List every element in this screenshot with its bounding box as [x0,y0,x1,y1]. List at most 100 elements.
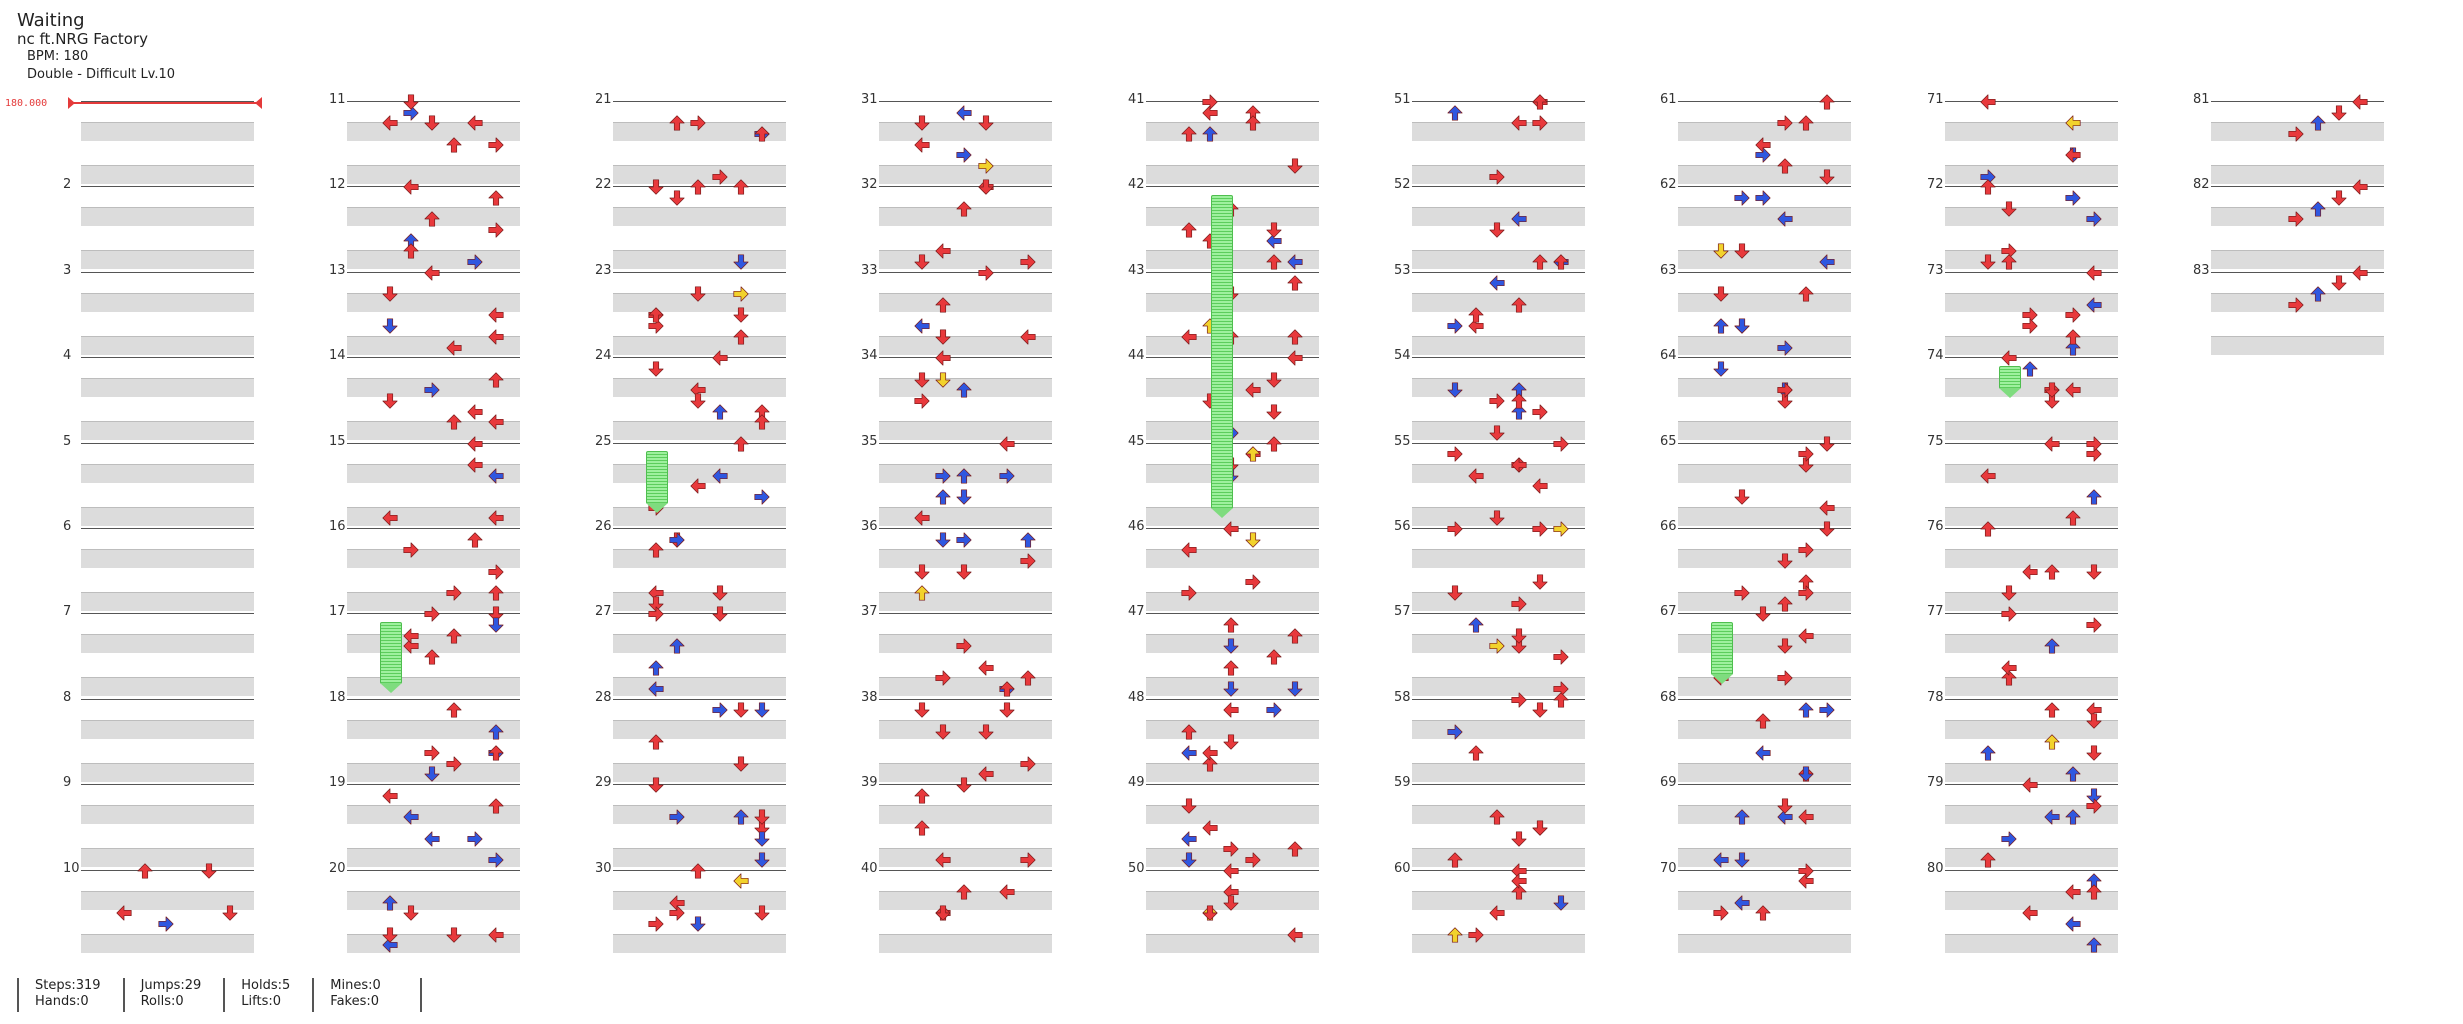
measure-number: 15 [329,433,346,449]
measure-line [1412,442,1585,444]
measure-line [81,869,254,871]
arrow-up-icon [1201,125,1219,143]
arrow-up-icon [647,733,665,751]
measure: 41 [1128,92,1319,186]
arrow-left-icon [2000,659,2018,677]
beat-band [81,335,254,355]
arrow-up-icon [1446,851,1464,869]
arrow-right-icon [955,146,973,164]
beat-band [81,805,254,825]
arrow-down-icon [1180,851,1198,869]
arrow-down-icon [647,595,665,613]
arrow-down-icon [732,253,750,271]
measure: 50 [1128,861,1319,955]
beat-band [1678,890,1851,910]
arrow-up-icon [1488,808,1506,826]
arrow-left-icon [466,435,484,453]
measure-column: 71 72 73 74 75 76 77 78 79 80 [1927,92,2118,955]
arrow-down-icon [423,114,441,132]
arrow-up-icon [1019,669,1037,687]
arrow-right-icon [711,701,729,719]
arrow-left-icon [1180,541,1198,559]
arrow-down-icon [221,904,239,922]
arrow-up-icon [1467,616,1485,634]
arrow-left-icon [2000,349,2018,367]
beat-band [81,548,254,568]
measure-number: 56 [1394,518,1411,534]
measure-number: 67 [1660,604,1677,620]
arrow-up-icon [487,744,505,762]
arrow-up-icon [2043,701,2061,719]
measure-line [1945,357,2118,359]
beat-band [1146,591,1319,611]
measure-line [1412,271,1585,273]
beat-band [1412,933,1585,953]
arrow-down-icon [913,253,931,271]
arrow-right-icon [1446,520,1464,538]
measure: 64 [1660,348,1851,442]
arrow-left-icon [913,136,931,154]
measure: 55 [1394,434,1585,528]
arrow-up-icon [2000,669,2018,687]
measure: 78 [1927,690,2118,784]
beat-band [1678,165,1851,184]
arrow-up-icon [423,648,441,666]
beat-band [613,890,786,910]
arrow-up-icon [732,178,750,196]
beat-band [879,762,1052,782]
arrow-left-icon [1510,210,1528,228]
arrow-down-icon [1265,371,1283,389]
measure-line [81,698,254,700]
arrow-left-icon [402,627,420,645]
jumps-count: Jumps:29 [140,978,202,993]
measure-number: 6 [63,518,72,534]
hands-count: Hands:0 [35,994,89,1009]
measure: 75 [1927,434,2118,528]
arrow-left-icon [2085,264,2103,282]
measure-number: 61 [1660,92,1677,107]
arrow-right-icon [466,253,484,271]
beat-band [81,634,254,654]
measure-line [613,101,786,102]
arrow-right-icon [2085,210,2103,228]
arrow-up-icon [1818,93,1836,111]
arrow-right-icon [487,221,505,239]
measure: 52 [1394,177,1585,271]
beat-band [1945,890,2118,910]
arrow-up-icon [1552,253,1570,271]
arrow-down-icon [1446,584,1464,602]
beat-band [1678,421,1851,441]
arrow-up-icon [445,136,463,154]
measure-line [1412,186,1585,188]
beat-band [1146,762,1319,782]
measure-number: 14 [329,348,346,364]
measure: 28 [595,690,786,784]
arrow-right-icon [1510,595,1528,613]
measure: 69 [1660,775,1851,869]
measure-line [1945,271,2118,273]
arrow-down-icon [934,531,952,549]
measure: 65 [1660,434,1851,528]
arrow-left-icon [1797,627,1815,645]
arrow-up-icon [1286,274,1304,292]
arrow-down-icon [1733,488,1751,506]
arrow-down-icon [1222,680,1240,698]
measure-number: 42 [1128,177,1145,193]
measure: 32 [861,177,1052,271]
arrow-right-icon [1446,445,1464,463]
arrow-up-icon [1467,306,1485,324]
arrow-up-icon [487,189,505,207]
arrow-up-icon [381,894,399,912]
arrow-up-icon [913,787,931,805]
measure: 83 [2193,263,2384,357]
arrow-right-icon [1019,755,1037,773]
beat-band [1678,933,1851,953]
measure-line [1412,527,1585,529]
arrow-down-icon [711,584,729,602]
measure: 63 [1660,263,1851,357]
beat-band [1412,848,1585,868]
measure-number: 53 [1394,262,1411,278]
measure-number: 31 [861,92,878,107]
measure-number: 36 [861,518,878,534]
arrow-up-icon [934,488,952,506]
